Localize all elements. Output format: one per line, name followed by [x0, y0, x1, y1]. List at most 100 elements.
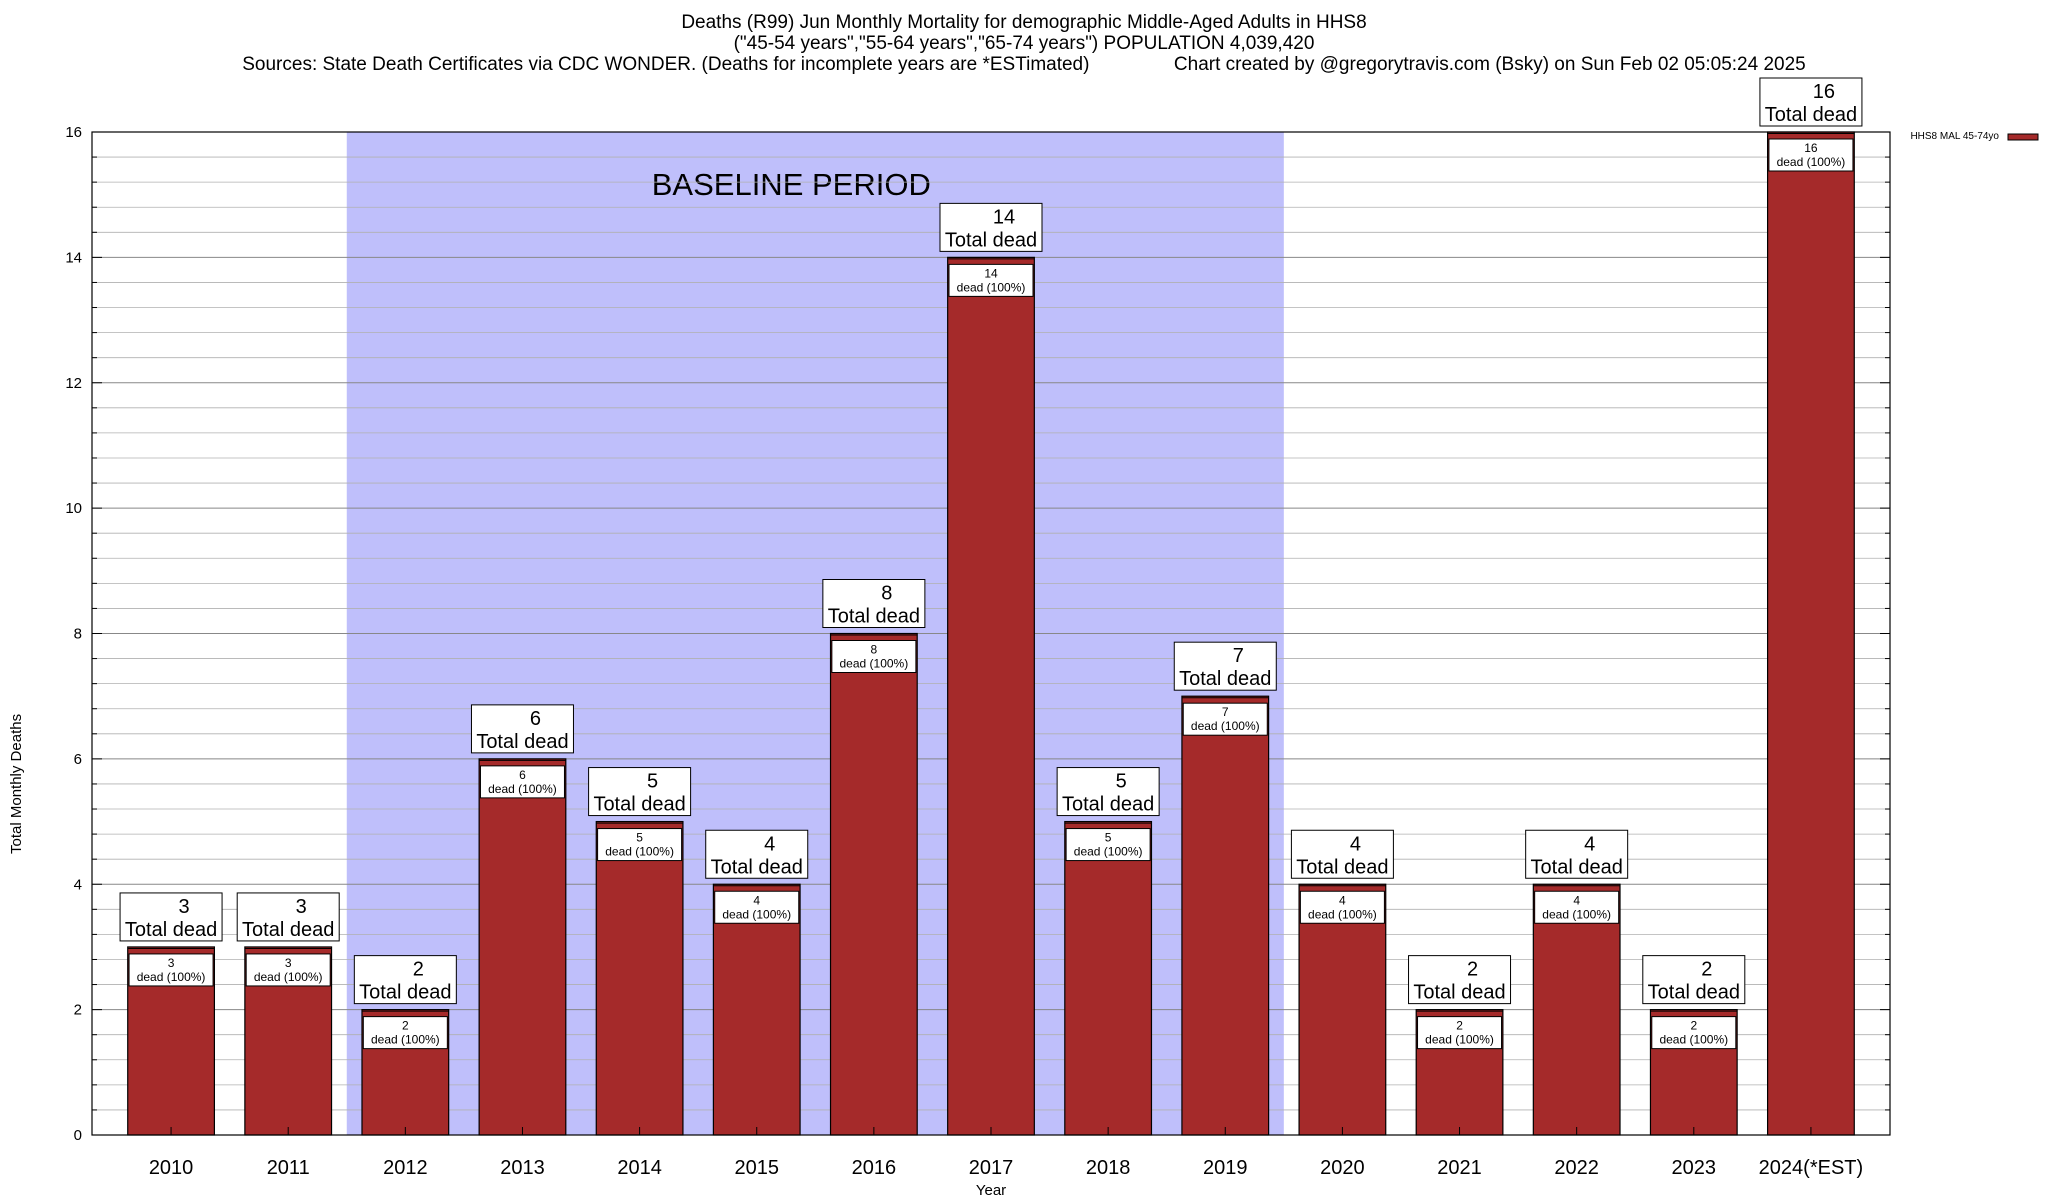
bar-total-value: 5 [1116, 771, 1127, 793]
bar-total-value: 6 [530, 708, 541, 730]
bar-inner-label: dead (100%) [1659, 1033, 1728, 1047]
legend-swatch [2007, 133, 2039, 141]
bar-total-label-box [1642, 955, 1746, 1005]
bar-inner-count: 5 [1105, 831, 1112, 845]
bar-total-label: Total dead [242, 919, 334, 941]
bar-total-label-box [1290, 829, 1394, 879]
bar-inner-label: dead (100%) [840, 657, 909, 671]
bar-inner-count: 2 [402, 1019, 409, 1033]
x-tick-label: 2017 [969, 1157, 1014, 1179]
y-tick-label: 12 [65, 375, 82, 392]
bar-total-label-box [939, 202, 1043, 252]
bar-inner-label: dead (100%) [1074, 845, 1143, 859]
bar-total-value: 3 [179, 896, 190, 918]
x-tick-label: 2022 [1554, 1157, 1599, 1179]
bar-inner-label: dead (100%) [722, 907, 791, 921]
y-tick-label: 8 [74, 626, 82, 643]
baseline-period-label: BASELINE PERIOD [652, 167, 931, 202]
bar-inner-label: dead (100%) [1425, 1033, 1494, 1047]
bar [947, 256, 1035, 1136]
bar-inner-count: 7 [1222, 705, 1229, 719]
bar-total-label: Total dead [359, 982, 451, 1004]
y-tick-label: 10 [65, 500, 82, 517]
bar-total-label: Total dead [1648, 982, 1740, 1004]
bar-total-value: 2 [413, 959, 424, 981]
bar-inner-label-box [1534, 890, 1620, 924]
x-tick-label: 2012 [383, 1157, 428, 1179]
bar-inner-count: 3 [285, 956, 292, 970]
bar-total-label-box [236, 892, 340, 942]
bar-inner-count: 6 [519, 768, 526, 782]
bar-total-label-box [119, 892, 223, 942]
bar-total-label: Total dead [711, 856, 803, 878]
bar [1064, 820, 1153, 1136]
bar-total-label-box [1056, 767, 1160, 817]
bar-inner-label: dead (100%) [254, 970, 323, 984]
x-tick-label: 2021 [1437, 1157, 1482, 1179]
bar-total-value: 7 [1233, 645, 1244, 667]
bar-inner-count: 2 [1690, 1019, 1697, 1033]
bar-total-value: 4 [1350, 833, 1361, 855]
x-tick-label: 2016 [852, 1157, 897, 1179]
x-tick-label: 2010 [149, 1157, 194, 1179]
bar-inner-label-box [1182, 702, 1268, 736]
bar-inner-label-box [597, 828, 683, 862]
bar [829, 632, 918, 1136]
bar-inner-count: 4 [1573, 893, 1580, 907]
bar-inner-label-box [1299, 890, 1385, 924]
bar-total-value: 14 [993, 206, 1015, 228]
bar-inner-count: 2 [1456, 1019, 1463, 1033]
y-tick-label: 14 [65, 249, 82, 266]
bar [1181, 695, 1270, 1136]
x-tick-label: 2013 [500, 1157, 545, 1179]
bar-inner-count: 14 [984, 266, 998, 280]
bar [712, 883, 801, 1136]
y-tick-label: 4 [74, 876, 82, 893]
bar-inner-label-box [1417, 1016, 1503, 1050]
bar-inner-label: dead (100%) [137, 970, 206, 984]
bar-total-label-box [1408, 955, 1512, 1005]
x-tick-label: 2020 [1320, 1157, 1365, 1179]
bar-total-label: Total dead [593, 794, 685, 816]
bar-inner-label-box [1651, 1016, 1737, 1050]
bar-inner-label-box [479, 765, 565, 799]
bar-inner-label: dead (100%) [1542, 907, 1611, 921]
title-line-3: Sources: State Death Certificates via CD… [242, 54, 1806, 75]
bar-total-label: Total dead [1296, 856, 1388, 878]
bar-inner-count: 4 [753, 893, 760, 907]
bar-inner-label: dead (100%) [957, 280, 1026, 294]
bar-total-label-box [353, 955, 457, 1005]
bar-total-label-box [1525, 829, 1629, 879]
bar-total-value: 2 [1467, 959, 1478, 981]
bar-inner-label-box [362, 1016, 448, 1050]
bar-inner-label-box [245, 953, 331, 987]
bar-inner-label: dead (100%) [1191, 719, 1260, 733]
bar-total-value: 8 [881, 583, 892, 605]
bar-total-value: 3 [296, 896, 307, 918]
bar-total-value: 5 [647, 771, 658, 793]
bar-total-label-box [1173, 641, 1277, 691]
bar-total-label-box [705, 829, 809, 879]
bar-inner-label-box [948, 263, 1034, 297]
bar-total-label: Total dead [125, 919, 217, 941]
bar-total-label: Total dead [1062, 794, 1154, 816]
bar-inner-count: 16 [1804, 141, 1818, 155]
x-tick-label: 2023 [1672, 1157, 1717, 1179]
bar-total-label: Total dead [1531, 856, 1623, 878]
title-line-2: ("45-54 years","55-64 years","65-74 year… [733, 33, 1315, 54]
x-tick-label: 2019 [1203, 1157, 1248, 1179]
x-tick-label: 2024(*EST) [1759, 1157, 1864, 1179]
x-tick-label: 2018 [1086, 1157, 1131, 1179]
bar-inner-count: 3 [168, 956, 175, 970]
bar [1766, 131, 1855, 1136]
bar-inner-count: 5 [636, 831, 643, 845]
x-axis-label: Year [976, 1182, 1006, 1199]
bar-total-label: Total dead [828, 606, 920, 628]
bar-total-label: Total dead [1413, 982, 1505, 1004]
x-tick-label: 2015 [734, 1157, 779, 1179]
x-tick-label: 2011 [267, 1157, 310, 1179]
bar-total-value: 2 [1701, 959, 1712, 981]
y-tick-label: 6 [74, 751, 82, 768]
bar-inner-label: dead (100%) [1777, 155, 1846, 169]
